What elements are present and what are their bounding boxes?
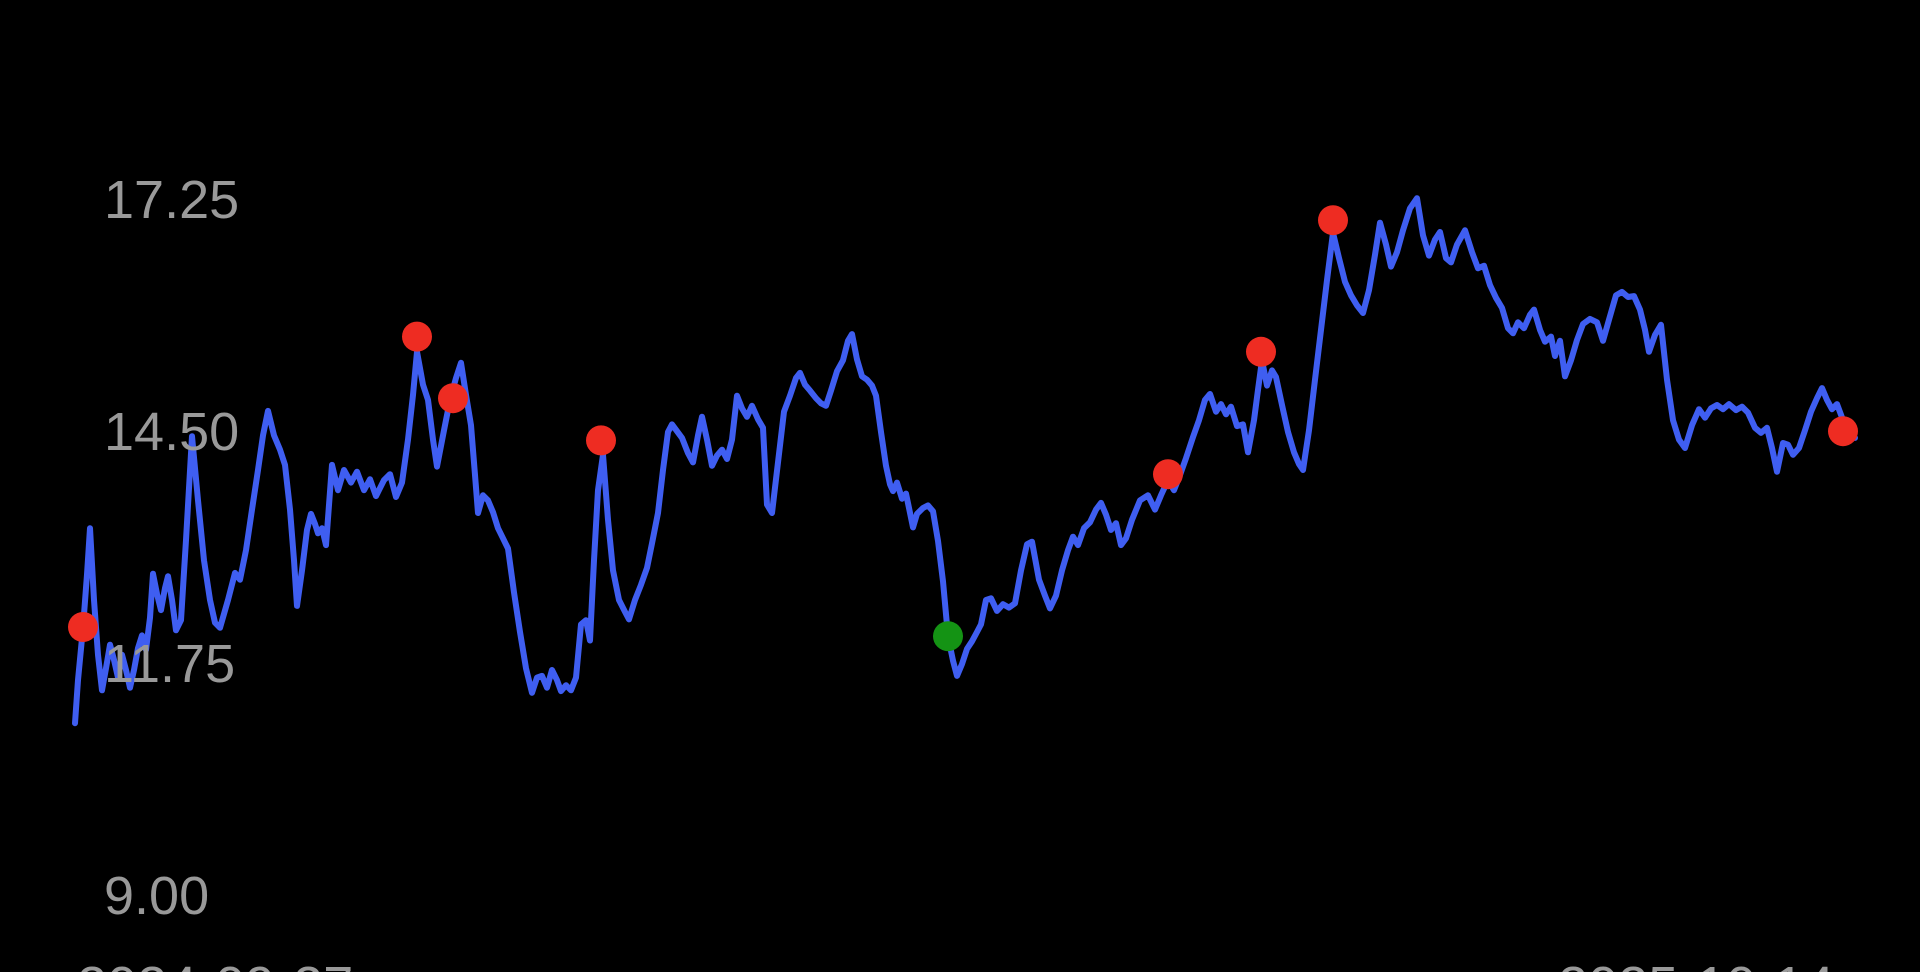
signal-marker-red-dot	[68, 612, 98, 642]
y-axis-label-9-00: 9.00	[104, 866, 210, 927]
x-axis-label-end-date: 2025-10-14	[1558, 956, 1834, 972]
y-axis-label-11-75: 11.75	[104, 634, 236, 695]
signal-marker-green-dot	[933, 621, 963, 652]
signal-marker-red-dot	[1153, 459, 1183, 490]
signal-marker-red-dot	[438, 383, 468, 414]
signal-marker-red-dot	[586, 425, 616, 456]
y-axis-label-14-50: 14.50	[104, 402, 240, 462]
x-axis-label-start-date: 2024-09-27	[77, 956, 353, 972]
signal-marker-red-dot	[402, 321, 432, 352]
signal-markers-group	[68, 205, 1858, 652]
signal-marker-red-dot	[1246, 336, 1276, 367]
y-axis-label-17-25: 17.25	[104, 169, 240, 230]
price-line	[72, 195, 1858, 727]
signal-marker-red-dot	[1318, 205, 1348, 236]
signal-marker-red-dot	[1828, 416, 1858, 447]
